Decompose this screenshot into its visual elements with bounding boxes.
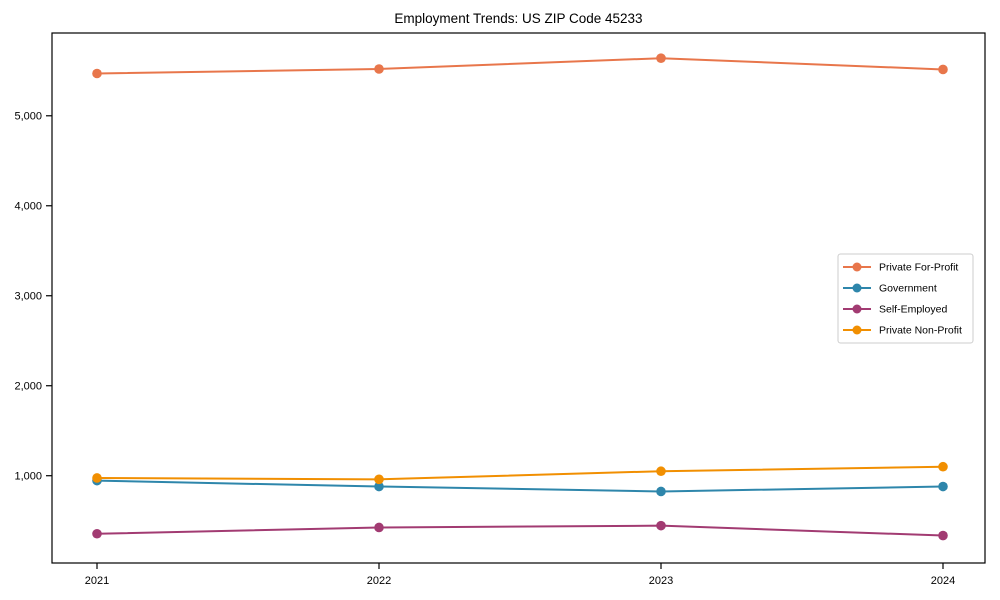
legend-marker-icon [852, 325, 862, 335]
x-tick-label: 2022 [367, 575, 391, 587]
data-point-self-employed-2022 [374, 522, 384, 533]
legend: Private For-Profit Government Self-Employe… [837, 253, 974, 344]
data-point-government-2024 [938, 481, 948, 492]
series-line-self-employed [96, 524, 944, 537]
legend-item-government: Government [843, 283, 937, 295]
chart-title: Employment Trends: US ZIP Code 45233 [394, 11, 642, 26]
x-tick-label: 2024 [931, 575, 955, 587]
y-tick-label: 2,000 [14, 381, 42, 393]
data-point-private-for-profit-2023 [656, 53, 666, 63]
plot-frame [51, 32, 986, 564]
y-tick-label: 3,000 [14, 291, 42, 303]
data-point-private-non-profit-2023 [656, 466, 666, 477]
data-point-private-non-profit-2022 [374, 474, 384, 485]
legend-label: Private Non-Profit [879, 325, 962, 337]
y-tick-label: 4,000 [14, 201, 42, 213]
data-point-private-for-profit-2021 [92, 68, 102, 79]
data-point-self-employed-2021 [92, 528, 102, 539]
y-tick-label: 1,000 [14, 471, 42, 483]
data-point-private-for-profit-2024 [938, 64, 948, 75]
legend-marker-icon [852, 283, 862, 293]
x-tick-label: 2023 [649, 575, 673, 587]
y-tick-label: 5,000 [14, 111, 42, 123]
legend-item-private-non-profit: Private Non-Profit [843, 325, 962, 337]
legend-box [837, 253, 974, 344]
legend-label: Government [879, 283, 937, 295]
legend-item-private-for-profit: Private For-Profit [843, 262, 958, 274]
data-point-government-2022 [374, 481, 384, 492]
data-point-self-employed-2024 [938, 530, 948, 541]
series-line-government [96, 479, 944, 493]
legend-item-self-employed: Self-Employed [843, 304, 947, 316]
legend-marker-icon [852, 262, 862, 272]
data-point-private-for-profit-2022 [374, 64, 384, 74]
legend-marker-icon [852, 304, 862, 314]
data-point-self-employed-2023 [656, 520, 666, 531]
data-point-government-2023 [656, 486, 666, 497]
legend-label: Private For-Profit [879, 262, 958, 274]
data-point-private-non-profit-2024 [938, 461, 948, 472]
series-line-private-non-profit [96, 465, 944, 481]
series-line-private-for-profit [96, 57, 944, 75]
data-point-private-non-profit-2021 [92, 473, 102, 483]
legend-label: Self-Employed [879, 304, 947, 316]
x-tick-label: 2021 [85, 575, 109, 587]
